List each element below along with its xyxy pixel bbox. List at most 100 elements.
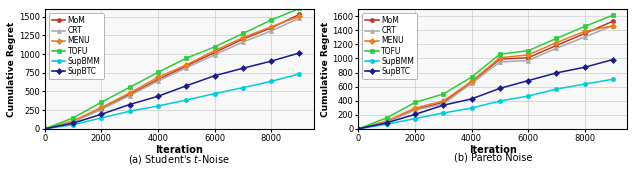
SupBTC (69, 122, 77, 124)
Y-axis label: Cumulative Regret: Cumulative Regret (321, 21, 330, 117)
Line: SupBTC: SupBTC (356, 57, 615, 131)
SupBTC (552, 72, 560, 74)
SupBMM (440, 112, 447, 114)
MENU (126, 92, 134, 94)
SupBMM (355, 128, 362, 130)
SupBMM (182, 99, 190, 101)
CRT (440, 103, 447, 105)
CRT (211, 54, 218, 56)
MENU (411, 107, 419, 109)
TOFU (383, 117, 390, 119)
CRT (496, 61, 504, 63)
TOFU (468, 76, 476, 78)
MENU (468, 80, 476, 82)
SupBMM (524, 95, 532, 97)
MENU (239, 36, 246, 39)
TOFU (211, 46, 218, 48)
Line: CRT: CRT (356, 24, 615, 131)
SupBMM (268, 80, 275, 82)
SupBTC (581, 66, 589, 68)
SupBMM (97, 117, 105, 119)
MoM (609, 20, 617, 22)
TOFU (609, 14, 617, 16)
CRT (182, 67, 190, 69)
MoM (440, 101, 447, 104)
SupBTC (154, 95, 162, 97)
SupBMM (581, 83, 589, 85)
MoM (581, 32, 589, 35)
SupBMM (126, 110, 134, 112)
CRT (609, 25, 617, 27)
MENU (355, 128, 362, 130)
SupBTC (239, 67, 246, 69)
SupBTC (496, 87, 504, 89)
SupBTC (41, 128, 49, 130)
SupBMM (468, 107, 476, 109)
CRT (154, 80, 162, 82)
TOFU (97, 101, 105, 103)
MENU (524, 54, 532, 56)
MoM (97, 107, 105, 110)
TOFU (154, 71, 162, 73)
TOFU (496, 53, 504, 55)
SupBTC (468, 98, 476, 100)
Line: MoM: MoM (356, 19, 615, 131)
CRT (383, 121, 390, 123)
MoM (268, 27, 275, 29)
MoM (41, 128, 49, 130)
Y-axis label: Cumulative Regret: Cumulative Regret (7, 21, 16, 117)
CRT (126, 94, 134, 97)
TOFU (581, 25, 589, 28)
Legend: MoM, CRT, MENU, TOFU, SupBMM, SupBTC: MoM, CRT, MENU, TOFU, SupBMM, SupBTC (49, 13, 104, 79)
SupBMM (609, 78, 617, 80)
MoM (383, 121, 390, 123)
Line: CRT: CRT (43, 16, 301, 131)
CRT (69, 121, 77, 123)
Text: (a) Student's $t$-Noise: (a) Student's $t$-Noise (128, 153, 230, 166)
CRT (524, 59, 532, 62)
CRT (268, 30, 275, 32)
Line: TOFU: TOFU (356, 13, 615, 131)
CRT (97, 108, 105, 110)
SupBTC (296, 52, 303, 54)
TOFU (355, 128, 362, 130)
X-axis label: Iteration: Iteration (469, 145, 516, 155)
SupBMM (296, 73, 303, 75)
MENU (69, 120, 77, 122)
SupBTC (383, 122, 390, 124)
SupBTC (268, 60, 275, 62)
MENU (182, 64, 190, 66)
TOFU (239, 32, 246, 35)
Line: SupBMM: SupBMM (356, 77, 615, 131)
SupBMM (211, 93, 218, 95)
CRT (296, 17, 303, 19)
MoM (411, 108, 419, 111)
MoM (182, 65, 190, 67)
Line: SupBMM: SupBMM (43, 72, 301, 131)
SupBMM (69, 124, 77, 126)
TOFU (552, 37, 560, 40)
MENU (440, 100, 447, 102)
SupBTC (609, 58, 617, 61)
Text: (b) Pareto Noise: (b) Pareto Noise (454, 153, 532, 163)
SupBMM (41, 128, 49, 130)
SupBTC (211, 75, 218, 77)
TOFU (182, 57, 190, 59)
Line: MoM: MoM (43, 12, 301, 131)
TOFU (296, 7, 303, 10)
CRT (355, 128, 362, 130)
CRT (581, 36, 589, 38)
Line: TOFU: TOFU (43, 6, 301, 131)
SupBMM (154, 105, 162, 107)
Legend: MoM, CRT, MENU, TOFU, SupBMM, SupBTC: MoM, CRT, MENU, TOFU, SupBMM, SupBTC (362, 13, 417, 79)
TOFU (524, 50, 532, 52)
MoM (126, 93, 134, 95)
SupBMM (552, 88, 560, 90)
X-axis label: Iteration: Iteration (156, 145, 203, 155)
CRT (468, 82, 476, 84)
SupBTC (126, 103, 134, 106)
MENU (41, 128, 49, 130)
MENU (211, 49, 218, 52)
MoM (468, 81, 476, 83)
TOFU (411, 101, 419, 104)
